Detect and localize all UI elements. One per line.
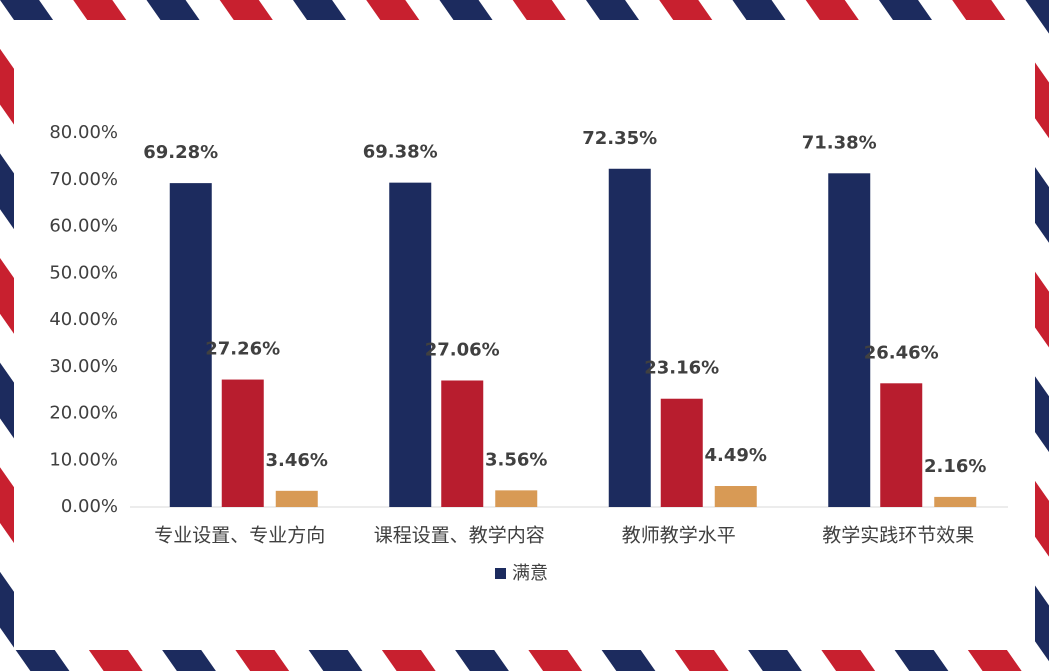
data-label: 69.28% bbox=[143, 142, 218, 163]
data-label: 27.06% bbox=[425, 339, 500, 360]
data-label: 23.16% bbox=[644, 358, 719, 379]
bar bbox=[608, 168, 651, 508]
y-tick-label: 10.00% bbox=[49, 449, 118, 470]
y-tick-label: 0.00% bbox=[61, 496, 118, 517]
x-tick-label: 教师教学水平 bbox=[622, 525, 736, 547]
data-label: 69.38% bbox=[363, 142, 438, 163]
y-tick-label: 40.00% bbox=[49, 309, 118, 330]
y-tick-label: 80.00% bbox=[49, 122, 118, 143]
data-label: 3.56% bbox=[485, 449, 547, 470]
bar bbox=[389, 182, 432, 507]
data-label: 26.46% bbox=[864, 342, 939, 363]
bar bbox=[828, 173, 871, 507]
x-tick-label: 教学实践环节效果 bbox=[822, 525, 974, 547]
x-tick-label: 课程设置、教学内容 bbox=[374, 525, 545, 547]
x-tick-label: 专业设置、专业方向 bbox=[154, 525, 325, 547]
bar bbox=[880, 383, 923, 507]
bar bbox=[934, 496, 977, 507]
card bbox=[14, 20, 1035, 650]
bar bbox=[169, 183, 212, 507]
data-label: 27.26% bbox=[205, 339, 280, 360]
bar bbox=[660, 398, 703, 507]
data-label: 71.38% bbox=[802, 132, 877, 153]
y-tick-label: 50.00% bbox=[49, 262, 118, 283]
y-tick-label: 60.00% bbox=[49, 216, 118, 237]
y-tick-label: 20.00% bbox=[49, 403, 118, 424]
data-label: 2.16% bbox=[924, 456, 986, 477]
bar bbox=[495, 490, 538, 507]
legend-swatch bbox=[495, 568, 506, 579]
y-tick-label: 70.00% bbox=[49, 169, 118, 190]
bar bbox=[441, 380, 484, 507]
data-label: 3.46% bbox=[266, 450, 328, 471]
bar bbox=[275, 490, 318, 507]
y-tick-label: 30.00% bbox=[49, 356, 118, 377]
bar bbox=[714, 486, 757, 507]
legend-label: 满意 bbox=[512, 563, 548, 584]
data-label: 72.35% bbox=[582, 128, 657, 149]
data-label: 4.49% bbox=[705, 445, 767, 466]
bar bbox=[221, 379, 264, 507]
